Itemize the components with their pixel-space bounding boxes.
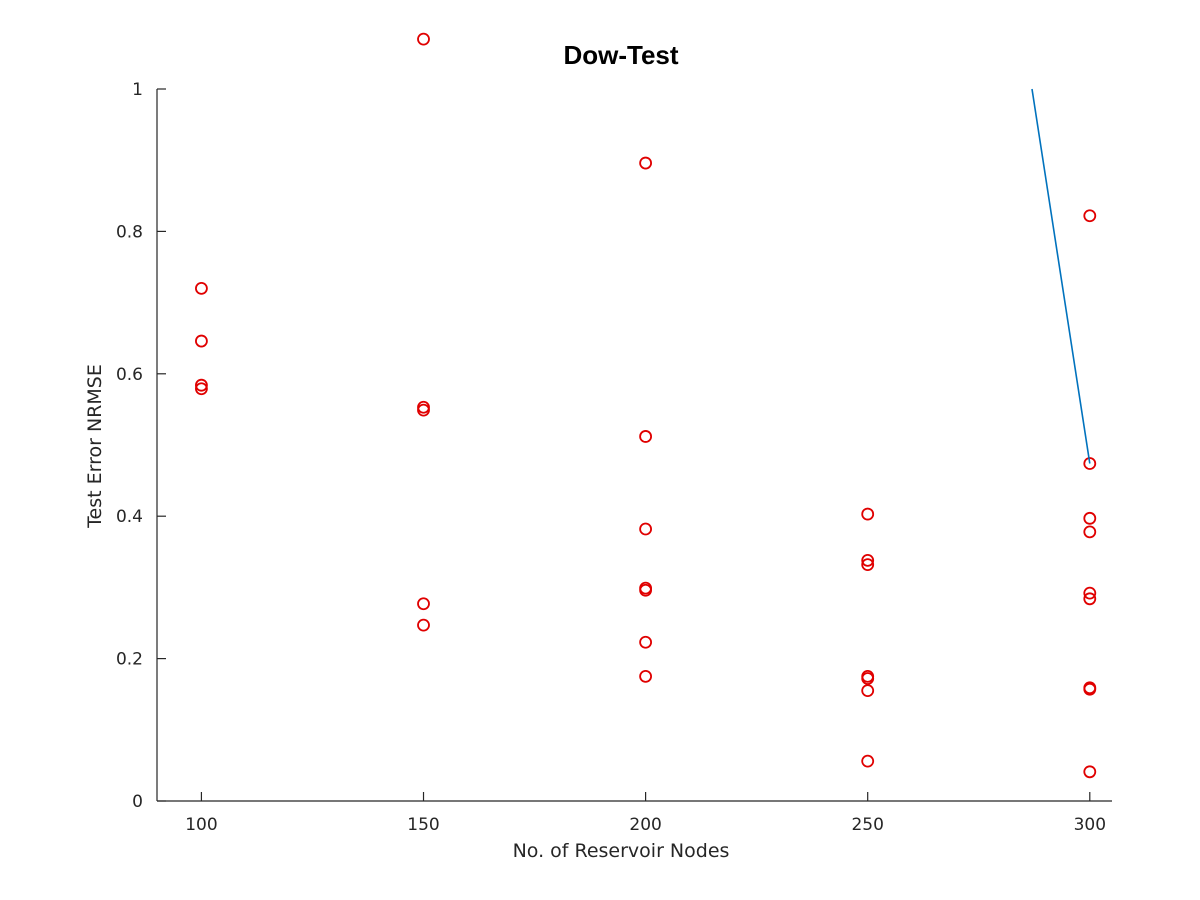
data-point bbox=[417, 618, 430, 632]
data-point bbox=[639, 583, 653, 597]
data-point bbox=[195, 334, 208, 348]
data-point bbox=[861, 684, 875, 698]
data-point bbox=[861, 507, 875, 521]
y-tick-label: 0.4 bbox=[116, 507, 143, 527]
x-tick-label: 300 bbox=[1074, 815, 1106, 835]
data-point bbox=[861, 672, 875, 685]
data-point bbox=[417, 32, 430, 46]
data-point bbox=[195, 382, 208, 396]
y-tick-label: 0.8 bbox=[116, 222, 143, 242]
x-tick-label: 200 bbox=[629, 815, 661, 835]
axes: 100 150 200 250 300 0 0.2 0.4 0.6 0.8 1 bbox=[116, 80, 1112, 835]
data-point bbox=[417, 597, 430, 611]
x-axis-label: No. of Reservoir Nodes bbox=[513, 840, 730, 862]
data-point bbox=[1083, 525, 1097, 539]
data-point bbox=[861, 558, 875, 572]
trend-line bbox=[1031, 88, 1091, 464]
data-point bbox=[639, 156, 653, 170]
x-tick-label: 150 bbox=[407, 815, 439, 835]
y-tick-label: 1 bbox=[132, 80, 143, 100]
data-point bbox=[639, 522, 653, 536]
data-point bbox=[195, 378, 208, 392]
x-tick-label: 100 bbox=[185, 815, 217, 835]
data-point bbox=[1083, 209, 1097, 223]
data-point bbox=[1083, 682, 1097, 696]
data-point bbox=[417, 403, 430, 417]
data-point bbox=[1083, 511, 1097, 525]
data-point bbox=[639, 635, 653, 649]
y-tick-label: 0.6 bbox=[116, 365, 143, 385]
x-tick-label: 250 bbox=[851, 815, 883, 835]
data-point bbox=[1083, 586, 1097, 600]
data-point bbox=[639, 670, 653, 683]
data-point bbox=[1083, 457, 1097, 470]
data-series bbox=[195, 32, 1097, 779]
y-tick-label: 0 bbox=[132, 792, 143, 812]
y-axis-label: Test Error NRMSE bbox=[84, 364, 106, 529]
data-point bbox=[639, 430, 653, 443]
data-point bbox=[861, 754, 875, 768]
data-point bbox=[1083, 765, 1097, 779]
data-point bbox=[861, 553, 875, 567]
chart-title: Dow-Test bbox=[563, 40, 678, 70]
y-tick-label: 0.2 bbox=[116, 650, 143, 670]
data-point bbox=[1083, 592, 1097, 606]
data-point bbox=[195, 281, 208, 295]
